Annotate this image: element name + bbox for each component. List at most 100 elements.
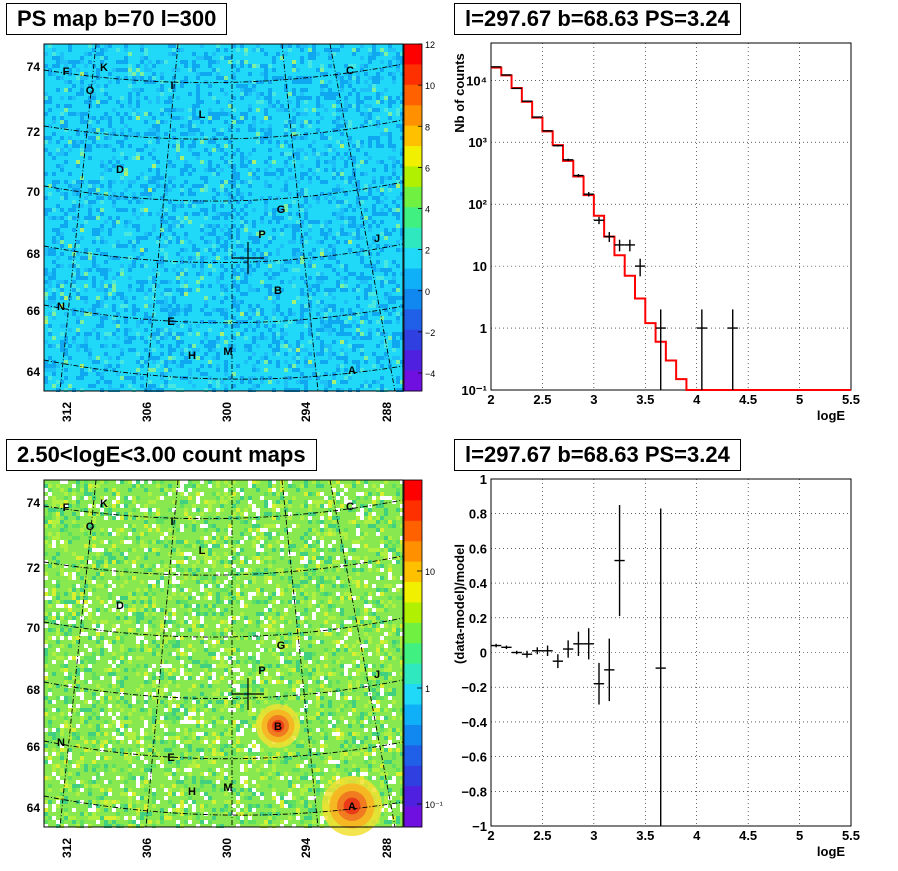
- map-x-tick-label: 300: [220, 402, 234, 422]
- y-tick-label: 0.4: [469, 576, 488, 591]
- source-label: M: [223, 346, 232, 358]
- source-label: C: [346, 501, 354, 513]
- x-tick-label: 2.5: [533, 828, 551, 843]
- ps-map-title: PS map b=70 l=300: [6, 3, 228, 35]
- color-bar-tick-label: 2: [425, 246, 430, 256]
- source-label: N: [57, 301, 65, 313]
- source-label: G: [277, 640, 286, 652]
- x-tick-label: 2: [487, 392, 494, 407]
- source-label: P: [258, 665, 265, 677]
- map-x-tick-label: 294: [299, 838, 313, 858]
- color-bar-tick-label: 8: [425, 122, 430, 132]
- source-label: O: [86, 521, 95, 533]
- source-label: B: [274, 721, 282, 733]
- residual-point: [604, 638, 615, 702]
- color-bar-tick-label: 10: [425, 567, 435, 577]
- data-point: [593, 216, 605, 225]
- latitude-line: [43, 63, 404, 84]
- longitude-line: [329, 43, 396, 392]
- data-point: [511, 87, 522, 90]
- map-y-tick-label: 74: [27, 496, 41, 510]
- x-tick-label: 2: [487, 828, 494, 843]
- source-label: H: [188, 786, 196, 798]
- residual-grid: [491, 479, 851, 826]
- data-point: [635, 258, 646, 277]
- source-label: P: [258, 229, 265, 241]
- longitude-line: [145, 43, 179, 392]
- x-tick-label: 5.5: [842, 392, 860, 407]
- x-tick-label: 3.5: [636, 828, 654, 843]
- color-bar-tick-label: 10⁻¹: [425, 800, 443, 810]
- residual-point: [563, 640, 574, 658]
- longitude-line: [59, 43, 97, 392]
- source-label: J: [374, 233, 380, 245]
- source-label: D: [116, 164, 124, 176]
- residual-point: [655, 508, 666, 826]
- x-tick-label: 3.5: [636, 392, 654, 407]
- bright-source-blob: [271, 719, 285, 733]
- residual-point: [511, 650, 522, 655]
- data-point: [552, 144, 563, 147]
- source-label: B: [274, 285, 282, 297]
- latitude-line: [43, 181, 404, 202]
- color-bar-tick-label: −2: [425, 328, 435, 338]
- y-tick-label: 1: [480, 472, 487, 487]
- source-label: J: [374, 669, 380, 681]
- x-tick-label: 4.5: [739, 392, 757, 407]
- spectrum-frame: [490, 42, 852, 391]
- y-tick-label: −0.6: [461, 750, 487, 765]
- x-tick-label: 5.5: [842, 828, 860, 843]
- map-pixels: [44, 44, 404, 392]
- map-y-tick-label: 70: [27, 621, 41, 635]
- residual-point: [532, 647, 543, 655]
- color-bar-tick-label: 6: [425, 163, 430, 173]
- data-point: [521, 100, 533, 102]
- latitude-line: [43, 679, 404, 699]
- y-tick-label: 0.8: [469, 507, 487, 522]
- residual-point: [501, 645, 512, 650]
- model-histogram: [491, 66, 851, 391]
- map-y-tick-label: 72: [27, 561, 41, 575]
- y-tick-label: 10⁴: [466, 73, 487, 88]
- color-bar-tick-label: 12: [425, 40, 435, 50]
- residual-point: [552, 654, 563, 669]
- y-tick-label: 0.6: [469, 541, 487, 556]
- graticule: [43, 479, 404, 828]
- map-y-tick-label: 74: [27, 60, 41, 74]
- residual-title: l=297.67 b=68.63 PS=3.24: [454, 439, 741, 471]
- color-bar-frame: [403, 43, 423, 392]
- map-x-tick-label: 306: [140, 838, 154, 858]
- bright-source-blob: [343, 797, 361, 815]
- latitude-line: [43, 119, 404, 140]
- map-y-tick-label: 64: [27, 801, 41, 815]
- spectrum-grid: [491, 43, 851, 390]
- x-axis-label: logE: [817, 844, 845, 859]
- y-tick-label: 1: [480, 321, 487, 336]
- source-label: A: [348, 365, 356, 377]
- x-tick-label: 4.5: [739, 828, 757, 843]
- color-bar-tick-label: 0: [425, 287, 430, 297]
- latitude-line: [43, 617, 404, 638]
- spectrum-title: l=297.67 b=68.63 PS=3.24: [454, 3, 741, 35]
- color-bar: [404, 480, 422, 828]
- y-tick-label: −1: [472, 819, 487, 834]
- latitude-line: [43, 243, 404, 263]
- data-point: [624, 239, 635, 252]
- x-tick-label: 5: [796, 392, 803, 407]
- map-x-tick-label: 312: [60, 838, 74, 858]
- residual-point: [583, 628, 594, 660]
- source-label: M: [223, 782, 232, 794]
- y-tick-label: 10³: [468, 135, 487, 150]
- x-tick-label: 3: [590, 828, 597, 843]
- count-map-title: 2.50<logE<3.00 count maps: [6, 439, 317, 471]
- residual-plot: 2 2.5 3 3.5 4 4.5 5 5.5 1 0.8 0.6 0.4 0.2 0 −0.2 −0.4 −0…: [452, 472, 860, 859]
- y-tick-label: 10²: [468, 197, 487, 212]
- map-x-tick-label: 306: [140, 402, 154, 422]
- residual-point: [542, 645, 553, 656]
- data-point: [727, 309, 738, 390]
- source-label: I: [170, 516, 173, 528]
- latitude-line: [43, 740, 404, 760]
- color-bar-frame: [403, 479, 423, 828]
- data-point: [614, 239, 625, 252]
